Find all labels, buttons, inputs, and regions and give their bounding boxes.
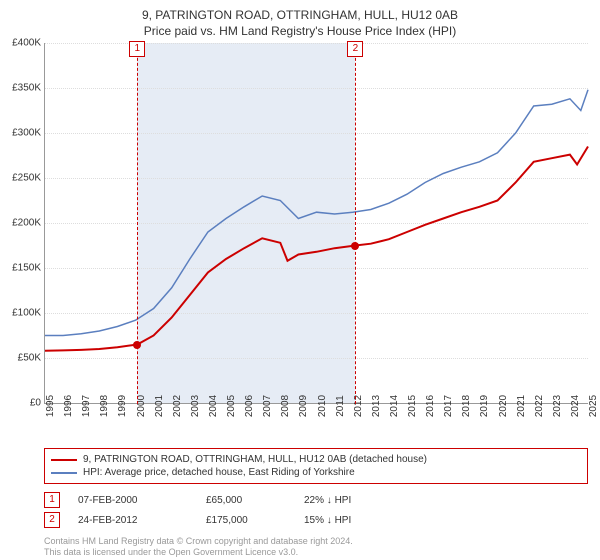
legend-label: 9, PATRINGTON ROAD, OTTRINGHAM, HULL, HU… [83,454,427,465]
sales-price: £65,000 [206,495,286,506]
legend-swatch [51,459,77,461]
sales-diff: 22% ↓ HPI [304,495,394,506]
sales-badge: 2 [44,512,60,528]
sales-diff: 15% ↓ HPI [304,515,394,526]
sales-price: £175,000 [206,515,286,526]
y-axis-label: £50K [18,353,41,364]
title-block: 9, PATRINGTON ROAD, OTTRINGHAM, HULL, HU… [0,0,600,43]
chart-container: 9, PATRINGTON ROAD, OTTRINGHAM, HULL, HU… [0,0,600,560]
sales-badge: 1 [44,492,60,508]
event-marker-line [137,43,138,404]
sale-point [351,242,359,250]
y-axis-label: £200K [12,218,41,229]
y-axis-label: £350K [12,83,41,94]
chart-plot-area: £0£50K£100K£150K£200K£250K£300K£350K£400… [44,43,588,404]
sales-row: 2 24-FEB-2012 £175,000 15% ↓ HPI [44,510,588,530]
y-axis-label: £0 [30,398,41,409]
footer-line2: This data is licensed under the Open Gov… [44,547,588,558]
chart-title-line1: 9, PATRINGTON ROAD, OTTRINGHAM, HULL, HU… [0,8,600,24]
event-marker-line [355,43,356,404]
legend-row: HPI: Average price, detached house, East… [51,466,581,479]
legend-swatch [51,472,77,474]
event-marker-badge: 2 [347,41,363,57]
sales-date: 24-FEB-2012 [78,515,188,526]
y-axis-label: £400K [12,38,41,49]
x-axis-label: 2025 [588,395,599,417]
footer-line1: Contains HM Land Registry data © Crown c… [44,536,588,547]
chart-lines-svg [45,43,588,403]
footer-attribution: Contains HM Land Registry data © Crown c… [44,536,588,558]
series-hpi [45,90,588,336]
legend-box: 9, PATRINGTON ROAD, OTTRINGHAM, HULL, HU… [44,448,588,484]
y-axis-label: £250K [12,173,41,184]
sales-date: 07-FEB-2000 [78,495,188,506]
legend-label: HPI: Average price, detached house, East… [83,467,355,478]
event-marker-badge: 1 [129,41,145,57]
sales-table: 1 07-FEB-2000 £65,000 22% ↓ HPI 2 24-FEB-2012… [44,490,588,530]
sales-row: 1 07-FEB-2000 £65,000 22% ↓ HPI [44,490,588,510]
y-axis-label: £150K [12,263,41,274]
chart-title-line2: Price paid vs. HM Land Registry's House … [0,24,600,40]
series-price_paid [45,147,588,351]
y-axis-label: £300K [12,128,41,139]
y-axis-label: £100K [12,308,41,319]
legend-row: 9, PATRINGTON ROAD, OTTRINGHAM, HULL, HU… [51,453,581,466]
sale-point [133,341,141,349]
